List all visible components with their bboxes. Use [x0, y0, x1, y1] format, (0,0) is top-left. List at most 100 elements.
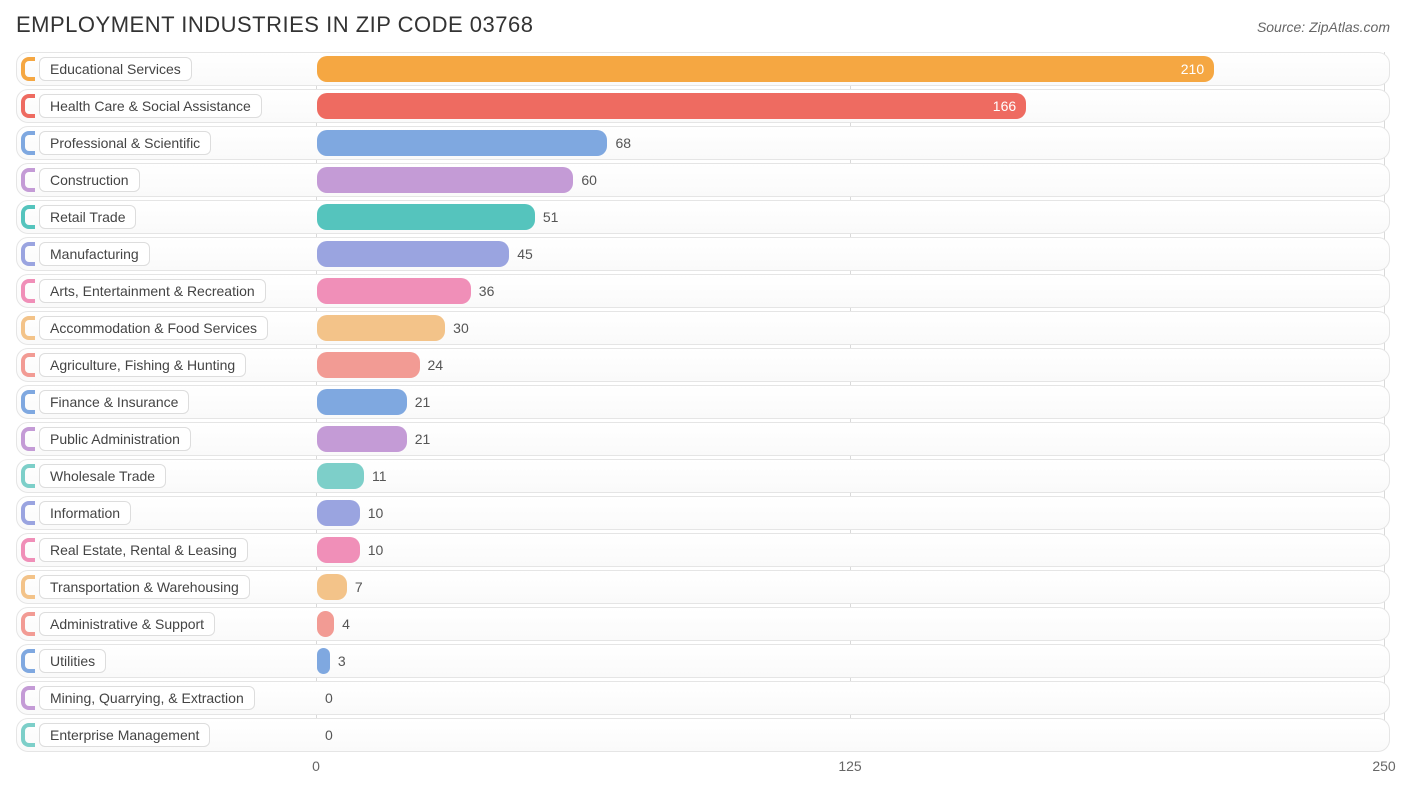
bar-wrap: 21	[317, 426, 1385, 452]
bar-row: Health Care & Social Assistance 166	[16, 89, 1390, 123]
bar	[317, 574, 347, 600]
row-glyph-icon	[21, 612, 35, 636]
row-label: Enterprise Management	[39, 723, 210, 747]
bar-row: Enterprise Management 0	[16, 718, 1390, 752]
bar	[317, 352, 420, 378]
bar-wrap: 21	[317, 389, 1385, 415]
bar-wrap: 24	[317, 352, 1385, 378]
row-glyph-icon	[21, 205, 35, 229]
row-glyph-icon	[21, 723, 35, 747]
bar-value: 21	[415, 431, 431, 447]
row-glyph-icon	[21, 390, 35, 414]
row-label: Public Administration	[39, 427, 191, 451]
bar-row: Accommodation & Food Services 30	[16, 311, 1390, 345]
bar-row: Construction 60	[16, 163, 1390, 197]
bar	[317, 648, 330, 674]
bar-value: 21	[415, 394, 431, 410]
bar	[317, 315, 445, 341]
bar-wrap: 51	[317, 204, 1385, 230]
bar-row: Agriculture, Fishing & Hunting24	[16, 348, 1390, 382]
bar-wrap: 10	[317, 537, 1385, 563]
bar-value: 30	[453, 320, 469, 336]
bar	[317, 500, 360, 526]
row-label: Construction	[39, 168, 140, 192]
bar-row: Retail Trade51	[16, 200, 1390, 234]
row-label: Health Care & Social Assistance	[39, 94, 262, 118]
bar-row: Public Administration 21	[16, 422, 1390, 456]
bar-value: 3	[338, 653, 346, 669]
x-tick: 125	[838, 758, 861, 774]
bar	[317, 426, 407, 452]
chart-header: EMPLOYMENT INDUSTRIES IN ZIP CODE 03768 …	[16, 12, 1390, 38]
bar-wrap: 36	[317, 278, 1385, 304]
bar-row: Manufacturing 45	[16, 237, 1390, 271]
bar	[317, 611, 334, 637]
bar: 210	[317, 56, 1214, 82]
row-label: Wholesale Trade	[39, 464, 166, 488]
chart-rows: Educational Services210Health Care & Soc…	[16, 52, 1390, 752]
bar-value: 210	[1181, 61, 1204, 77]
row-label: Information	[39, 501, 131, 525]
bar-row: Professional & Scientific68	[16, 126, 1390, 160]
bar-row: Educational Services 210	[16, 52, 1390, 86]
row-glyph-icon	[21, 686, 35, 710]
row-label: Accommodation & Food Services	[39, 316, 268, 340]
bar-wrap: 68	[317, 130, 1385, 156]
row-label: Administrative & Support	[39, 612, 215, 636]
bar-row: Wholesale Trade 11	[16, 459, 1390, 493]
bar-wrap: 30	[317, 315, 1385, 341]
row-glyph-icon	[21, 316, 35, 340]
bar-wrap: 45	[317, 241, 1385, 267]
row-label: Mining, Quarrying, & Extraction	[39, 686, 255, 710]
bar-wrap: 3	[317, 648, 1385, 674]
bar	[317, 537, 360, 563]
row-label: Utilities	[39, 649, 106, 673]
row-label: Arts, Entertainment & Recreation	[39, 279, 266, 303]
bar-value: 45	[517, 246, 533, 262]
bar	[317, 167, 573, 193]
row-label: Educational Services	[39, 57, 192, 81]
bar-wrap: 0	[317, 722, 1385, 748]
bar: 166	[317, 93, 1026, 119]
bar-row: Real Estate, Rental & Leasing10	[16, 533, 1390, 567]
bar-row: Mining, Quarrying, & Extraction 0	[16, 681, 1390, 715]
bar-row: Administrative & Support 4	[16, 607, 1390, 641]
row-glyph-icon	[21, 94, 35, 118]
bar-wrap: 0	[317, 685, 1385, 711]
bar-row: Information 10	[16, 496, 1390, 530]
bar-value: 36	[479, 283, 495, 299]
row-glyph-icon	[21, 575, 35, 599]
bar-value: 0	[325, 690, 333, 706]
row-glyph-icon	[21, 279, 35, 303]
bar-value: 24	[428, 357, 444, 373]
row-glyph-icon	[21, 538, 35, 562]
bar	[317, 241, 509, 267]
row-glyph-icon	[21, 168, 35, 192]
row-glyph-icon	[21, 242, 35, 266]
x-tick: 0	[312, 758, 320, 774]
row-glyph-icon	[21, 57, 35, 81]
bar-value: 4	[342, 616, 350, 632]
bar-value: 10	[368, 505, 384, 521]
bar-wrap: 60	[317, 167, 1385, 193]
bar-row: Utilities 3	[16, 644, 1390, 678]
bar-value: 7	[355, 579, 363, 595]
row-glyph-icon	[21, 353, 35, 377]
bar-value: 11	[372, 468, 387, 484]
row-glyph-icon	[21, 427, 35, 451]
bar-wrap: 210	[317, 56, 1385, 82]
row-label: Manufacturing	[39, 242, 150, 266]
bar-value: 166	[993, 98, 1016, 114]
bar-wrap: 4	[317, 611, 1385, 637]
bar-wrap: 7	[317, 574, 1385, 600]
bar	[317, 389, 407, 415]
bar-row: Finance & Insurance21	[16, 385, 1390, 419]
row-glyph-icon	[21, 649, 35, 673]
bar-row: Arts, Entertainment & Recreation 36	[16, 274, 1390, 308]
bar-row: Transportation & Warehousing7	[16, 570, 1390, 604]
chart-title: EMPLOYMENT INDUSTRIES IN ZIP CODE 03768	[16, 12, 534, 38]
x-tick: 250	[1372, 758, 1395, 774]
bar-wrap: 166	[317, 93, 1385, 119]
x-axis: 0125250	[16, 756, 1390, 778]
bar	[317, 130, 607, 156]
